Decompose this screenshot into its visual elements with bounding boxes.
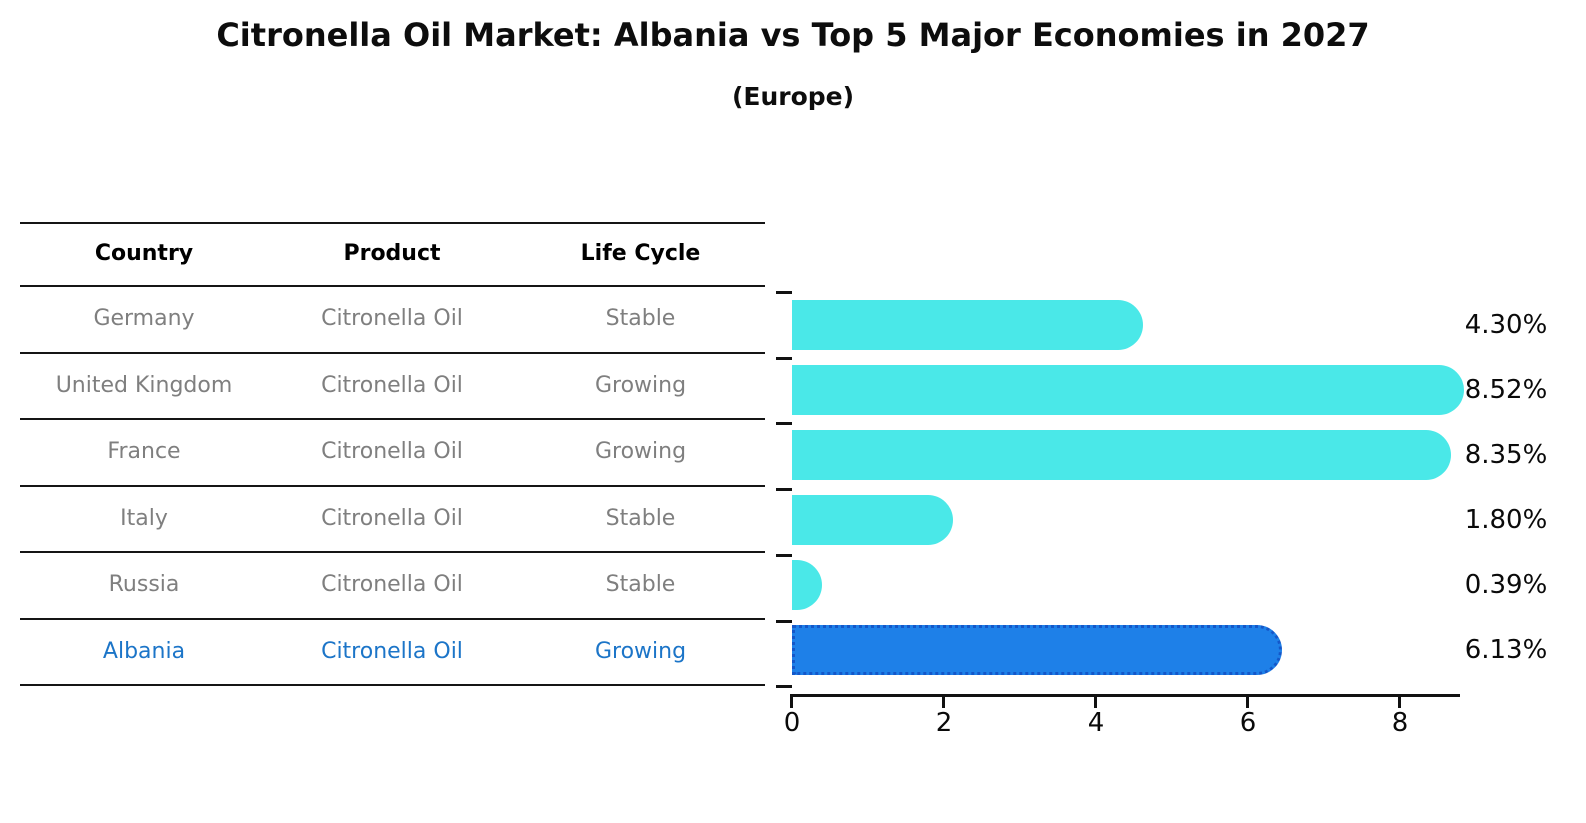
x-tick-mark <box>1398 697 1401 708</box>
bar-value-label: 0.39% <box>1464 570 1548 600</box>
bar-russia <box>792 560 822 610</box>
table-row-italy: Italy Citronella Oil Stable <box>20 487 765 553</box>
product-cell: Citronella Oil <box>321 439 463 465</box>
y-tick-mark <box>776 357 792 360</box>
table-row-france: France Citronella Oil Growing <box>20 420 765 487</box>
table-row-germany: Germany Citronella Oil Stable <box>20 287 765 354</box>
table-header-row: Country Product Life Cycle <box>20 224 765 287</box>
life-cycle-cell: Stable <box>605 306 676 332</box>
bar-united-kingdom <box>792 365 1464 415</box>
bar-value-label: 4.30% <box>1464 310 1548 340</box>
life-cycle-cell: Growing <box>594 638 687 664</box>
product-cell: Citronella Oil <box>321 638 463 664</box>
product-cell: Citronella Oil <box>321 372 463 398</box>
y-tick-mark <box>776 685 792 688</box>
country-cell: United Kingdom <box>55 372 233 398</box>
x-tick-label: 2 <box>935 708 953 738</box>
chart-subtitle: (Europe) <box>731 82 855 111</box>
x-tick-label: 4 <box>1087 708 1105 738</box>
y-tick-mark <box>776 488 792 491</box>
life-cycle-cell: Growing <box>594 372 687 398</box>
y-tick-mark <box>776 554 792 557</box>
column-header-life-cycle: Life Cycle <box>580 241 701 267</box>
x-tick-mark <box>790 697 793 708</box>
bar-value-label: 8.35% <box>1464 440 1548 470</box>
column-header-product: Product <box>343 241 441 267</box>
x-tick-mark <box>942 697 945 708</box>
x-tick-label: 0 <box>783 708 801 738</box>
chart-title: Citronella Oil Market: Albania vs Top 5 … <box>216 16 1370 54</box>
life-cycle-cell: Stable <box>605 572 676 598</box>
x-tick-label: 8 <box>1391 708 1409 738</box>
bar-value-label: 8.52% <box>1464 375 1548 405</box>
x-tick-mark <box>1094 697 1097 708</box>
bar-value-label: 1.80% <box>1464 505 1548 535</box>
x-axis-line <box>790 694 1460 697</box>
product-cell: Citronella Oil <box>321 572 463 598</box>
country-cell: Germany <box>93 306 195 332</box>
y-tick-mark <box>776 291 792 294</box>
life-cycle-cell: Growing <box>594 439 687 465</box>
x-tick-label: 6 <box>1239 708 1257 738</box>
bar-france <box>792 430 1451 480</box>
life-cycle-cell: Stable <box>605 505 676 531</box>
country-cell: France <box>107 439 181 465</box>
country-cell: Russia <box>108 572 180 598</box>
bar-germany <box>792 300 1143 350</box>
bar-italy <box>792 495 953 545</box>
column-header-country: Country <box>94 241 194 267</box>
table-row-russia: Russia Citronella Oil Stable <box>20 553 765 620</box>
x-tick-mark <box>1246 697 1249 708</box>
value-labels-group: 4.30% 8.52% 8.35% 1.80% 0.39% 6.13% <box>1450 300 1562 690</box>
bars-group <box>792 300 1464 690</box>
country-cell: Albania <box>102 638 186 664</box>
product-cell: Citronella Oil <box>321 505 463 531</box>
y-tick-mark <box>776 620 792 623</box>
country-cell: Italy <box>120 505 168 531</box>
bar-value-label: 6.13% <box>1464 635 1548 665</box>
product-cell: Citronella Oil <box>321 306 463 332</box>
table-row-united-kingdom: United Kingdom Citronella Oil Growing <box>20 354 765 420</box>
bar-albania <box>792 625 1282 675</box>
table-row-albania: Albania Citronella Oil Growing <box>20 620 765 686</box>
y-tick-mark <box>776 422 792 425</box>
country-table: Country Product Life Cycle Germany Citro… <box>20 222 765 686</box>
